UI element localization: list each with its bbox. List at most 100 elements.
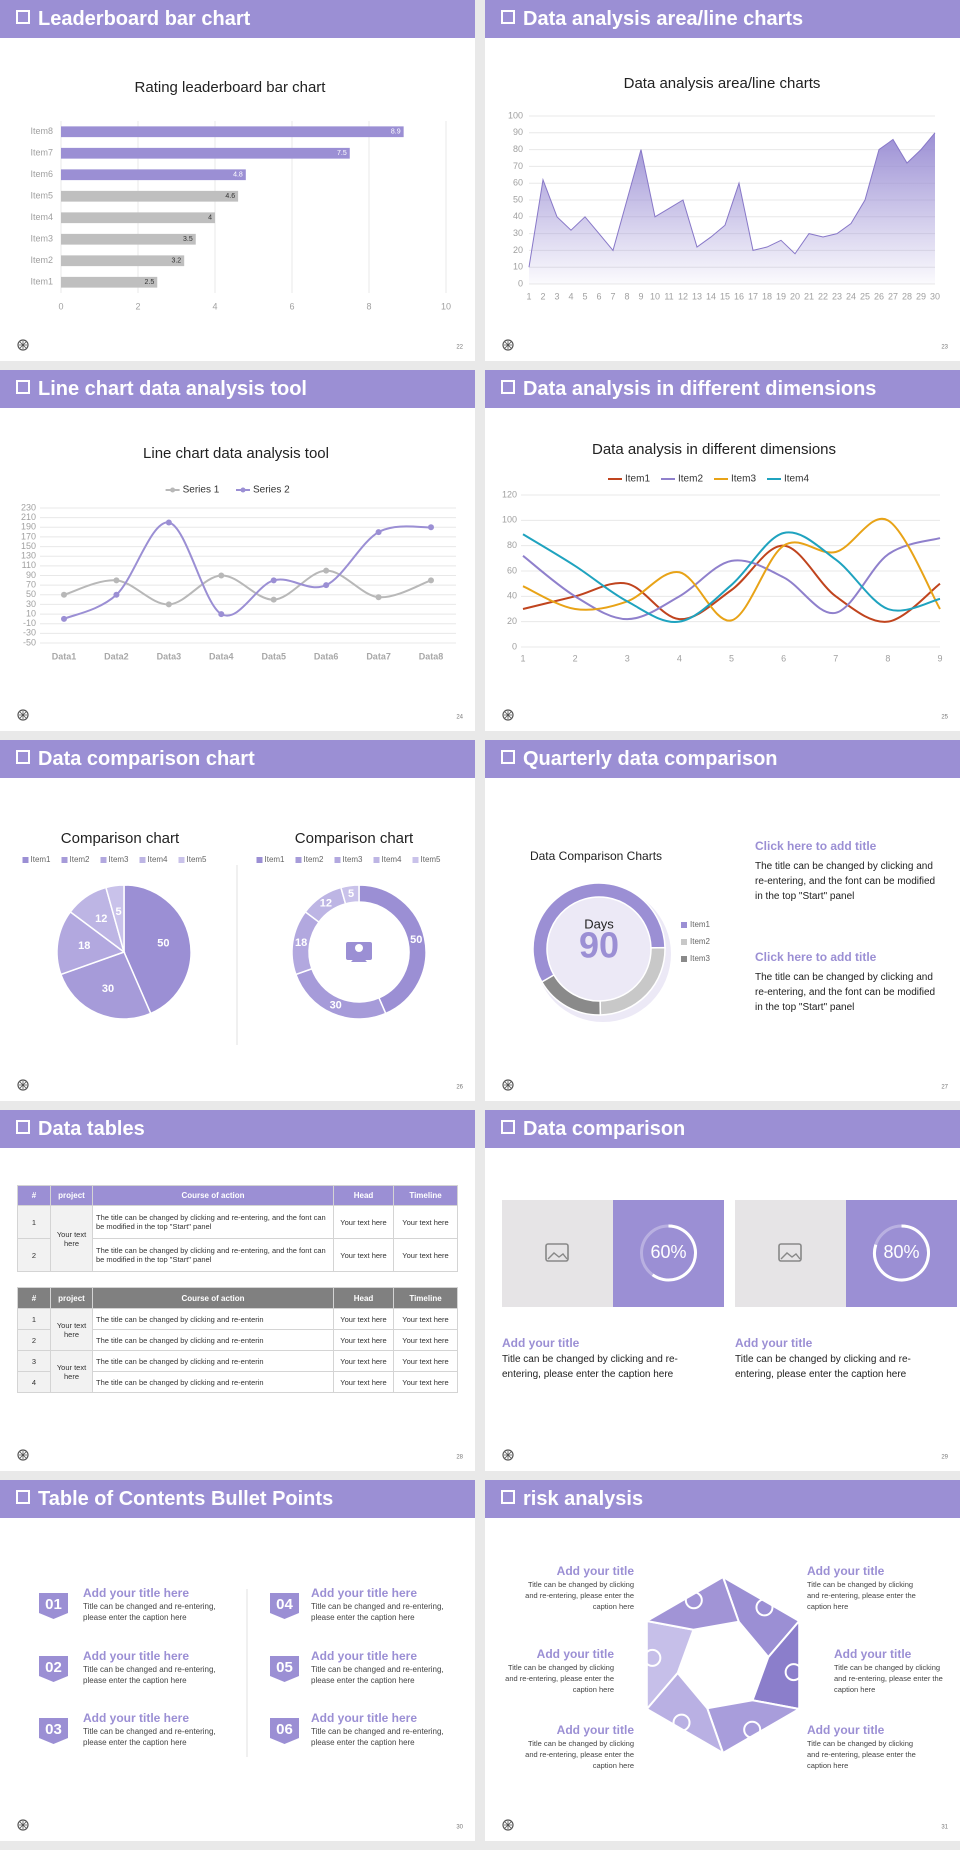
legend-label: Series 1 [183,485,220,496]
legend-label: Item3 [343,855,364,864]
value-label: 8.9 [391,129,401,136]
cell: The title can be changed by clicking and… [92,1329,334,1351]
x-tick-label: 28 [902,291,912,301]
y-tick-label: 80 [513,144,523,154]
x-tick-label: 10 [441,301,451,311]
block-title: Click here to add title [755,950,877,964]
y-tick-label: Item6 [30,169,53,179]
y-tick-label: 230 [21,502,36,512]
cell: Your text here [393,1371,458,1393]
slice [540,973,602,1016]
card-title: Add your title [735,1336,813,1350]
item-text: Title can be changed by clicking and re-… [807,1580,916,1611]
y-tick-label: Item1 [30,277,53,287]
y-tick-label: 100 [508,110,523,120]
legend-marker [100,857,107,863]
point [428,577,434,584]
point [61,615,67,622]
checkbox-icon [16,1120,30,1134]
y-tick-label: 50 [26,589,36,599]
legend-label: Item5 [421,855,442,864]
value-label: 3.2 [171,258,181,265]
block-title: Click here to add title [755,839,877,853]
slide-header: Line chart data analysis tool [0,370,475,408]
x-tick-label: 7 [610,291,615,301]
y-tick-label: 60 [513,178,523,188]
x-tick-label: 8 [366,301,371,311]
x-tick-label: 8 [624,291,629,301]
table-row: 2 The title can be changed by clicking an… [17,1329,458,1351]
slide-header: Data comparison chart [0,740,475,778]
segment-icon [672,1713,691,1732]
slide-canvas: 28 [17,1449,464,1461]
bar [61,276,158,288]
value-label: 4 [208,215,212,222]
logo [17,709,29,721]
point [375,529,382,536]
y-tick-label: 70 [26,580,36,590]
page-number: 26 [456,1085,463,1091]
x-tick-label: 25 [860,291,870,301]
badge-number: 05 [276,1659,293,1676]
legend-label: Item3 [109,855,130,864]
card-text: Title can be changed by clicking and re-… [735,1354,911,1380]
header-cell: # [17,1185,51,1206]
item-text: Title can be changed and re-entering, pl… [83,1665,216,1686]
logo [504,711,512,719]
item-text: Title can be changed by clicking and re-… [505,1663,614,1694]
slide-title: Data comparison [523,1118,686,1140]
y-tick-label: -50 [23,637,36,647]
x-tick-label: 17 [748,291,758,301]
legend-label: Item4 [148,855,169,864]
slide-canvas: 24 Line chart data analysis tool -50-30-10… [17,445,464,721]
x-tick-label: 9 [638,291,643,301]
x-tick-label: 4 [677,653,682,663]
logo [17,1449,29,1461]
cell: Your text here [393,1350,458,1372]
image-icon [547,1252,568,1260]
value-label: 4.8 [233,172,243,179]
series-line [522,517,941,622]
slide-canvas: 22 Rating leaderboard bar chart 0 2 4 6 8 10 Ite… [17,79,464,351]
y-tick-label: 30 [26,599,36,609]
slide-title: Data analysis in different dimensions [523,378,877,400]
slide-canvas: 31 [502,1574,949,1831]
x-tick-label: 30 [930,291,940,301]
y-tick-label: Item4 [30,212,53,222]
item-text: Title can be changed and re-entering, pl… [311,1727,444,1748]
cell: Your text here [50,1350,93,1393]
chart-title: Data analysis in different dimensions [592,441,836,458]
value-label: 7.5 [337,150,347,157]
x-tick-label: 18 [762,291,772,301]
series-line [522,531,941,623]
item-text: Title can be changed and re-entering, pl… [83,1727,216,1748]
image-icon [545,1243,569,1262]
page-number: 24 [456,715,463,721]
y-tick-label: Item3 [30,234,53,244]
y-tick-label: 0 [512,641,517,651]
slide-header: Quarterly data comparison [485,740,960,778]
slide-title: risk analysis [523,1488,644,1510]
item-title: Add your title [807,1564,885,1578]
slide-title: Table of Contents Bullet Points [38,1488,334,1510]
slide-header: Leaderboard bar chart [0,0,475,38]
center-label: Days [584,916,614,931]
x-tick-label: 14 [706,291,716,301]
legend-marker [22,857,29,863]
legend-label: Item1 [625,474,650,485]
image-icon [778,1243,802,1262]
checkbox-icon [501,10,515,24]
table-row: 1 Your text here The title can be changed … [17,1308,458,1351]
y-tick-label: Item5 [30,191,53,201]
point [165,519,172,526]
y-tick-label: 150 [21,541,36,551]
y-tick-label: 40 [513,211,523,221]
legend-marker [412,857,419,863]
legend-label: Item1 [31,855,52,864]
x-tick-label: 9 [937,653,942,663]
legend-label: Item1 [265,855,286,864]
cell: 2 [17,1238,51,1272]
value-label: 50 [410,934,422,946]
y-tick-label: 170 [21,531,36,541]
center-value: 90 [579,925,619,966]
